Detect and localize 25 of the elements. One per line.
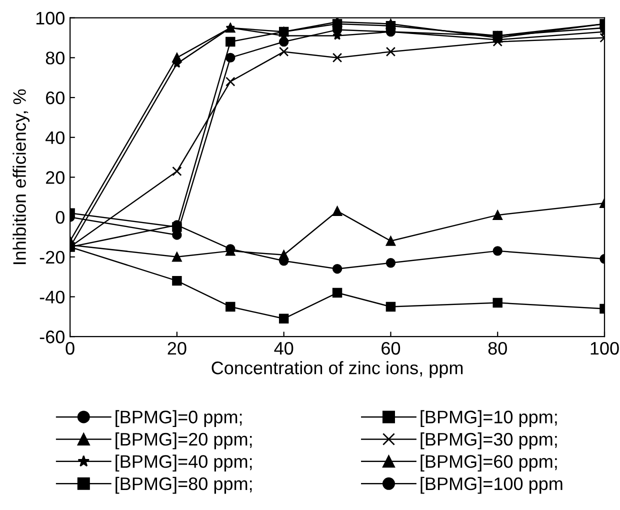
legend-label: [BPMG]=80 ppm; bbox=[116, 476, 252, 494]
x-tick-label: 100 bbox=[590, 342, 619, 355]
y-tick-label: 60 bbox=[46, 91, 64, 104]
y-tick-label: -20 bbox=[40, 250, 64, 264]
x-tick-label: 60 bbox=[382, 342, 400, 355]
legend-label: [BPMG]=20 ppm; bbox=[116, 432, 252, 450]
y-tick-label: 40 bbox=[46, 131, 64, 144]
y-tick-label: -40 bbox=[40, 290, 64, 304]
legend-label: [BPMG]=10 ppm; bbox=[420, 410, 557, 428]
y-tick-label: 20 bbox=[46, 171, 64, 184]
x-tick-label: 0 bbox=[66, 342, 74, 355]
x-axis-title: Concentration of zinc ions, ppm bbox=[212, 361, 463, 378]
legend-label: [BPMG]=30 ppm; bbox=[420, 432, 557, 450]
x-tick-label: 80 bbox=[488, 342, 507, 355]
y-tick-label: 80 bbox=[46, 52, 64, 64]
y-axis-title: Inhibition efficiency, % bbox=[12, 89, 30, 264]
y-tick-label: 0 bbox=[56, 211, 64, 224]
y-tick-label: -60 bbox=[40, 330, 64, 344]
legend-label: [BPMG]=100 ppm bbox=[420, 476, 562, 494]
y-tick-label: 100 bbox=[36, 12, 64, 25]
x-tick-label: 40 bbox=[274, 342, 294, 355]
x-tick-label: 20 bbox=[168, 342, 186, 355]
legend-label: [BPMG]=40 ppm; bbox=[116, 454, 252, 472]
legend-label: [BPMG]=0 ppm; bbox=[116, 410, 242, 428]
legend-label: [BPMG]=60 ppm; bbox=[420, 454, 557, 472]
